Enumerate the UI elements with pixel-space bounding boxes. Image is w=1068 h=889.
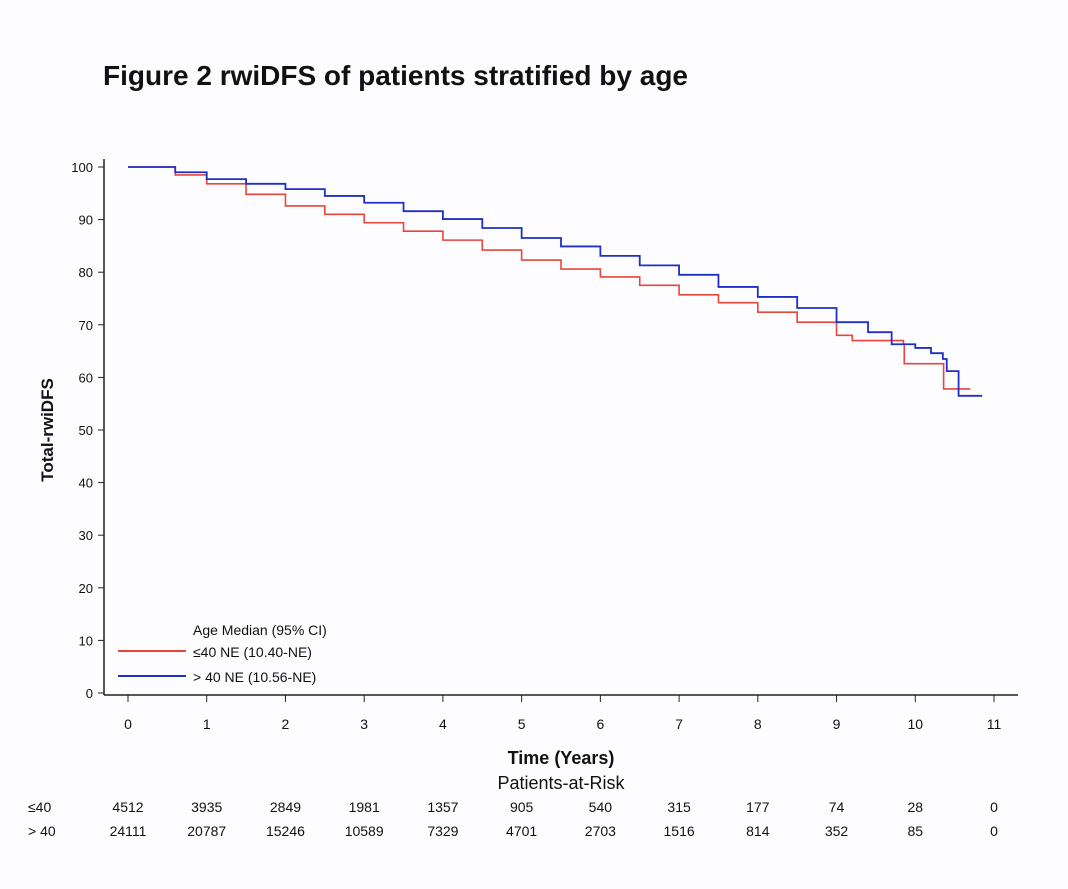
risk-count: 0 [990, 823, 998, 839]
risk-count: 540 [589, 799, 613, 815]
y-tick-label: 70 [79, 318, 93, 333]
risk-table-title: Patients-at-Risk [497, 773, 625, 793]
y-tick-label: 80 [79, 265, 93, 280]
risk-count: 315 [667, 799, 691, 815]
risk-count: 814 [746, 823, 770, 839]
x-tick-label: 0 [124, 716, 132, 732]
risk-count: 2703 [585, 823, 616, 839]
risk-count: 15246 [266, 823, 305, 839]
legend-entry-le40: ≤40 NE (10.40-NE) [193, 644, 312, 660]
x-axis-label: Time (Years) [508, 748, 615, 768]
risk-count: 905 [510, 799, 534, 815]
y-tick-label: 60 [79, 370, 93, 385]
risk-count: 24111 [110, 823, 147, 839]
y-tick-label: 10 [79, 633, 93, 648]
x-tick-label: 5 [518, 716, 526, 732]
risk-count: 74 [829, 799, 845, 815]
risk-count: 7329 [427, 823, 458, 839]
y-tick-label: 30 [79, 528, 93, 543]
risk-row-label: > 40 [28, 823, 56, 839]
x-tick-label: 9 [833, 716, 841, 732]
risk-count: 0 [990, 799, 998, 815]
legend-header: Age Median (95% CI) [193, 622, 327, 638]
risk-count: 352 [825, 823, 849, 839]
y-tick-label: 40 [79, 476, 93, 491]
y-axis-label: Total-rwiDFS [38, 378, 57, 482]
risk-count: 85 [907, 823, 923, 839]
survival-curve-gt40 [128, 166, 983, 397]
x-tick-label: 3 [360, 716, 368, 732]
x-tick-label: 7 [675, 716, 683, 732]
risk-row-label: ≤40 [28, 799, 51, 815]
risk-count: 1516 [664, 823, 695, 839]
risk-count: 1981 [349, 799, 380, 815]
risk-count: 4512 [112, 799, 143, 815]
y-tick-label: 100 [71, 160, 93, 175]
risk-count: 2849 [270, 799, 301, 815]
risk-count: 28 [907, 799, 923, 815]
x-tick-label: 2 [282, 716, 290, 732]
risk-count: 3935 [191, 799, 222, 815]
risk-count: 20787 [187, 823, 226, 839]
risk-count: 4701 [506, 823, 537, 839]
risk-count: 1357 [427, 799, 458, 815]
x-tick-label: 11 [987, 716, 1002, 732]
survival-curve-le40 [128, 166, 971, 390]
y-tick-label: 20 [79, 581, 93, 596]
risk-count: 10589 [345, 823, 384, 839]
x-tick-label: 4 [439, 716, 447, 732]
legend: Age Median (95% CI) ≤40 NE (10.40-NE) > … [118, 622, 327, 685]
x-tick-label: 10 [907, 716, 923, 732]
risk-count: 177 [746, 799, 770, 815]
legend-entry-gt40: > 40 NE (10.56-NE) [193, 669, 316, 685]
x-tick-label: 8 [754, 716, 762, 732]
x-tick-label: 1 [203, 716, 211, 732]
y-tick-label: 50 [79, 423, 93, 438]
y-tick-label: 90 [79, 213, 93, 228]
chart-title: Figure 2 rwiDFS of patients stratified b… [103, 60, 688, 91]
y-tick-label: 0 [86, 686, 93, 701]
x-tick-label: 6 [596, 716, 604, 732]
